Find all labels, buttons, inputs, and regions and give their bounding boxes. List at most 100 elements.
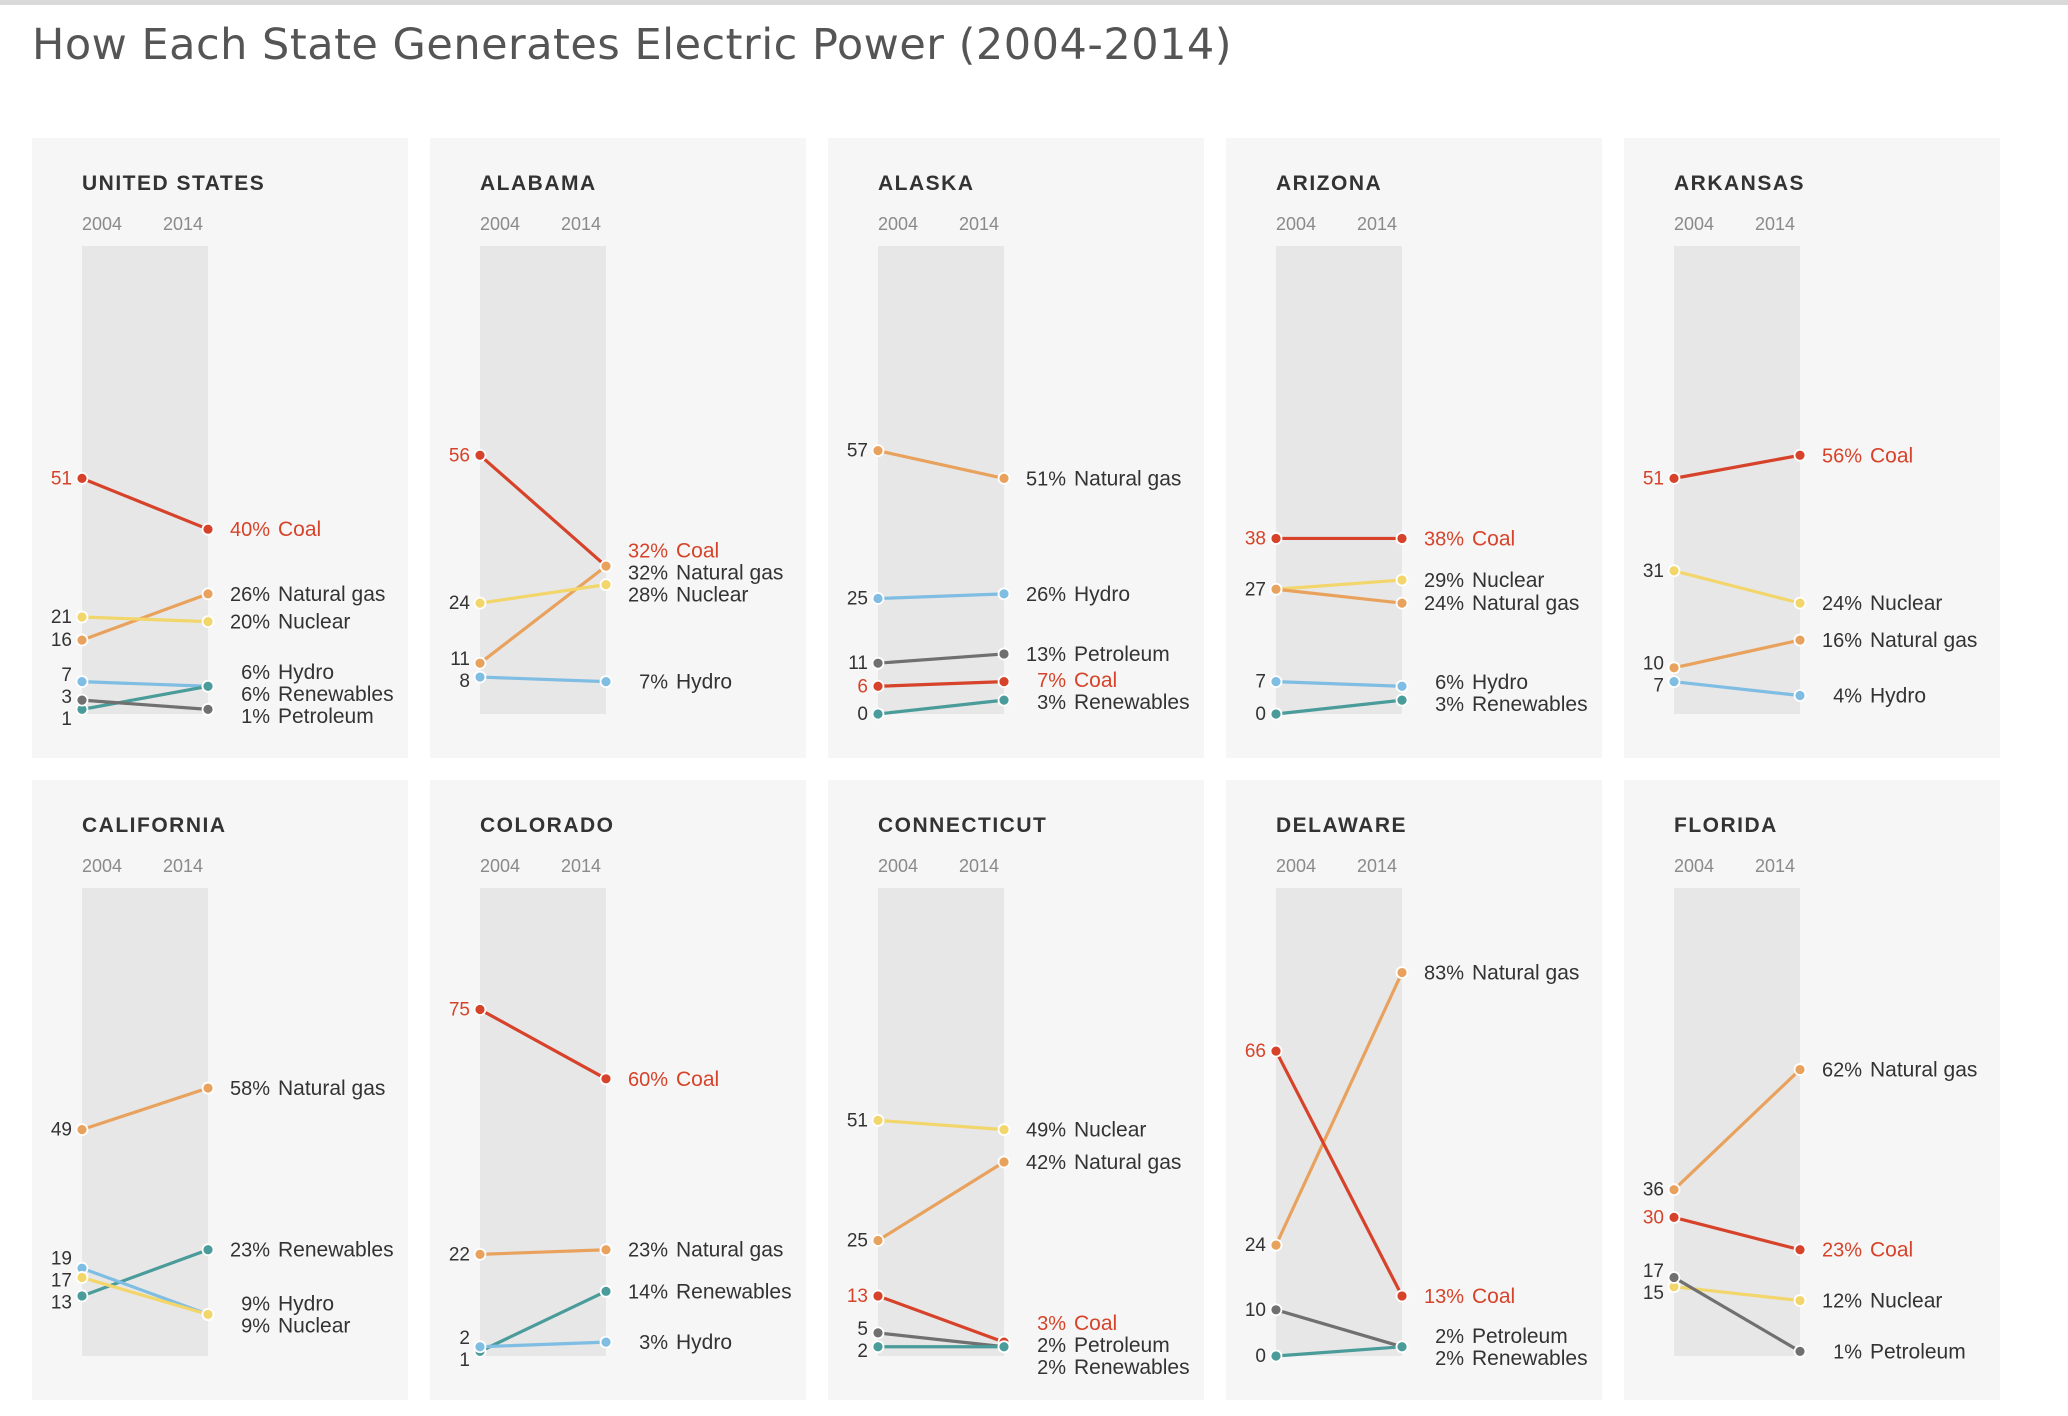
series-name-petroleum: Petroleum bbox=[1074, 1334, 1170, 1357]
year-band bbox=[480, 888, 606, 1356]
value-label-2014-natural-gas: 24% bbox=[1424, 593, 1464, 615]
point-natural-gas-2014 bbox=[1395, 596, 1409, 610]
point-renewables-2004 bbox=[75, 1289, 89, 1303]
value-label-2014-natural-gas: 23% bbox=[628, 1240, 668, 1262]
series-name-hydro: Hydro bbox=[676, 1331, 732, 1354]
panel-title: ALABAMA bbox=[480, 172, 597, 195]
year-label-2004: 2004 bbox=[82, 856, 123, 876]
panel-arizona: ARIZONA 2004 2014 38 27 7 0 38% Coal 29% Nuclear 24… bbox=[1226, 138, 1602, 758]
series-name-coal: Coal bbox=[1074, 669, 1117, 692]
series-name-hydro: Hydro bbox=[1870, 685, 1926, 708]
series-line-coal bbox=[876, 680, 1006, 688]
series-line-petroleum bbox=[876, 1331, 1006, 1349]
point-renewables-2014 bbox=[1395, 1340, 1409, 1354]
point-coal-2004 bbox=[75, 471, 89, 485]
series-name-renewables: Renewables bbox=[1074, 1356, 1190, 1379]
point-natural-gas-2004 bbox=[871, 1234, 885, 1247]
value-label-2014-renewables: 3% bbox=[1037, 692, 1066, 714]
series-line-natural-gas bbox=[876, 1160, 1006, 1243]
value-label-2014-petroleum: 2% bbox=[1037, 1335, 1066, 1357]
series-line-renewables bbox=[1274, 1345, 1404, 1358]
value-label-2014-nuclear: 49% bbox=[1026, 1120, 1066, 1142]
value-label-2014-renewables: 2% bbox=[1435, 1348, 1464, 1370]
point-nuclear-2014 bbox=[599, 578, 613, 592]
point-natural-gas-2004 bbox=[1269, 582, 1283, 596]
value-label-2004-coal: 75 bbox=[449, 1000, 470, 1021]
value-label-2004-coal: 56 bbox=[449, 445, 470, 466]
value-label-2014-coal: 60% bbox=[628, 1069, 668, 1091]
point-hydro-2004 bbox=[871, 592, 885, 605]
value-label-2004-natural-gas: 16 bbox=[51, 630, 72, 651]
point-nuclear-2004 bbox=[1667, 564, 1681, 578]
panel-title: ARIZONA bbox=[1276, 172, 1383, 195]
value-label-2014-natural-gas: 32% bbox=[628, 562, 668, 584]
point-renewables-2004 bbox=[871, 1340, 885, 1354]
panel-title: DELAWARE bbox=[1276, 814, 1408, 837]
point-renewables-2014 bbox=[201, 1243, 215, 1257]
point-petroleum-2004 bbox=[1269, 1303, 1283, 1317]
value-label-2014-hydro: 7% bbox=[639, 672, 668, 694]
year-band bbox=[82, 246, 208, 714]
point-natural-gas-2014 bbox=[1395, 966, 1409, 979]
series-name-coal: Coal bbox=[1472, 527, 1515, 550]
value-label-2004-coal: 66 bbox=[1245, 1041, 1266, 1062]
point-coal-2014 bbox=[201, 522, 215, 536]
series-name-natural-gas: Natural gas bbox=[1074, 1151, 1181, 1174]
series-name-hydro: Hydro bbox=[278, 661, 334, 684]
panel-california: CALIFORNIA 2004 2014 49 13 19 17 58% Natural gas… bbox=[32, 780, 408, 1400]
series-line-renewables bbox=[478, 1289, 608, 1353]
value-label-2004-natural-gas: 24 bbox=[1245, 1235, 1267, 1256]
value-label-2004-nuclear: 51 bbox=[847, 1110, 868, 1131]
slope-chart: 51 25 13 52 49% Nuclear 42% Natural gas 3% Coal 2%… bbox=[847, 888, 1190, 1379]
value-label-2004-nuclear: 27 bbox=[1245, 579, 1266, 600]
point-nuclear-2014 bbox=[997, 1123, 1011, 1137]
point-petroleum-2004 bbox=[1667, 1271, 1681, 1284]
value-label-2004-renewables: 13 bbox=[51, 1293, 72, 1314]
series-name-petroleum: Petroleum bbox=[1074, 643, 1170, 666]
series-line-nuclear bbox=[1672, 569, 1802, 605]
value-label-2004-natural-gas: 22 bbox=[449, 1244, 470, 1265]
series-name-coal: Coal bbox=[676, 1068, 719, 1091]
point-natural-gas-2014 bbox=[599, 559, 613, 573]
point-natural-gas-2014 bbox=[201, 587, 215, 601]
point-coal-2004 bbox=[1667, 1210, 1681, 1224]
point-renewables-2014 bbox=[599, 1284, 613, 1298]
point-petroleum-2004 bbox=[871, 656, 885, 670]
page-title: How Each State Generates Electric Power … bbox=[32, 20, 1233, 70]
point-coal-2004 bbox=[871, 679, 885, 693]
value-label-2014-nuclear: 12% bbox=[1822, 1291, 1862, 1313]
point-natural-gas-2004 bbox=[1269, 1238, 1283, 1252]
value-label-2004-nuclear: 17 bbox=[51, 1271, 72, 1292]
series-line-coal bbox=[478, 453, 608, 568]
point-nuclear-2014 bbox=[1793, 1294, 1807, 1307]
year-band bbox=[480, 246, 606, 714]
value-label-2004-petroleum: 17 bbox=[1643, 1261, 1664, 1282]
panel-title: UNITED STATES bbox=[82, 172, 266, 195]
series-name-petroleum: Petroleum bbox=[1472, 1325, 1568, 1348]
point-natural-gas-2004 bbox=[473, 656, 487, 670]
point-natural-gas-2004 bbox=[473, 1247, 487, 1261]
value-label-2004-coal: 51 bbox=[51, 468, 72, 489]
point-natural-gas-2014 bbox=[997, 1155, 1011, 1169]
value-label-2004-natural-gas: 25 bbox=[847, 1231, 868, 1252]
series-name-natural-gas: Natural gas bbox=[1472, 962, 1579, 985]
series-line-coal bbox=[1672, 453, 1802, 480]
value-label-2014-natural-gas: 26% bbox=[230, 584, 270, 606]
panel-florida: FLORIDA 2004 2014 36 30 15 17 62% Natural gas 23%… bbox=[1624, 780, 2000, 1400]
slope-chart: 57 25 116 0 51% Natural gas 26% Hydro 13% Petrole… bbox=[847, 246, 1190, 725]
value-label-2004-renewables: 0 bbox=[1255, 1346, 1266, 1367]
series-name-renewables: Renewables bbox=[1472, 1347, 1588, 1370]
point-renewables-2004 bbox=[1269, 707, 1283, 721]
series-name-natural-gas: Natural gas bbox=[1870, 1059, 1977, 1082]
value-label-2004-natural-gas: 11 bbox=[450, 649, 470, 670]
point-nuclear-2014 bbox=[1395, 573, 1409, 587]
panel-delaware: DELAWARE 2004 2014 24 66 10 0 83% Natural gas 13%… bbox=[1226, 780, 1602, 1400]
value-label-2014-coal: 32% bbox=[628, 540, 668, 562]
value-label-2004-petroleum: 5 bbox=[857, 1319, 868, 1340]
year-label-2004: 2004 bbox=[1674, 856, 1715, 876]
series-name-nuclear: Nuclear bbox=[278, 1314, 350, 1337]
series-name-natural-gas: Natural gas bbox=[278, 583, 385, 606]
year-label-2014: 2014 bbox=[1755, 214, 1796, 234]
value-label-2014-nuclear: 28% bbox=[628, 584, 668, 606]
